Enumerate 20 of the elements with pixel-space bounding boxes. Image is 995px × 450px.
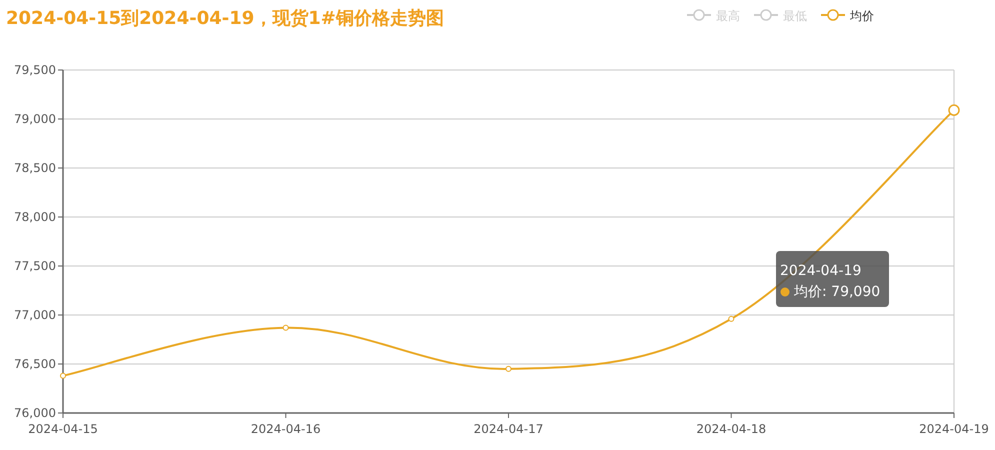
point [60, 372, 66, 379]
x-tick-label: 2024-04-19 [919, 422, 989, 436]
y-tick-label: 78,000 [14, 210, 56, 224]
x-tick-label: 2024-04-16 [250, 422, 321, 436]
annotation: 2024-04-19 均价: 79,090 [780, 263, 880, 300]
y-tick-label: 79,500 [14, 63, 56, 77]
y-tick-label: 76,000 [14, 406, 56, 420]
legend-label: 均价 [849, 9, 874, 23]
x-tick-label: 2024-04-17 [474, 422, 544, 436]
chart-title: 2024-04-15到2024-04-19，现货1#铜价格走势图 [6, 8, 444, 29]
point [282, 324, 289, 331]
y-tick-label: 77,000 [14, 308, 56, 322]
point [506, 366, 512, 372]
y-tick-label: 79,000 [14, 112, 56, 126]
y-tick-label: 77,500 [14, 259, 56, 273]
x-tick-label: 2024-04-18 [696, 422, 766, 436]
y-tick-label: 78,500 [14, 161, 56, 175]
x-tick-label: 2024-04-15 [28, 422, 98, 436]
point [728, 316, 734, 322]
y-tick-label: 76,500 [14, 357, 56, 371]
